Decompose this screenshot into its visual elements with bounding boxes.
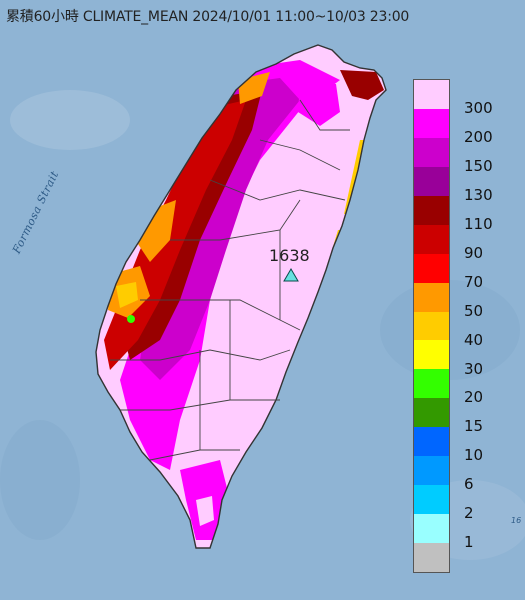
legend-swatch <box>414 311 449 341</box>
legend-tick-label: 150 <box>464 156 493 175</box>
legend-tick-label: 300 <box>464 98 493 117</box>
legend-tick-label: 15 <box>464 417 484 436</box>
legend-swatch <box>414 80 449 109</box>
legend-swatch <box>414 253 449 283</box>
legend-swatch <box>414 340 449 370</box>
legend-swatch <box>414 369 449 399</box>
legend-swatch <box>414 514 449 543</box>
legend-tick-label: 200 <box>464 127 493 146</box>
legend-tick-label: 1 <box>464 533 474 552</box>
legend-swatch <box>414 224 449 254</box>
legend-tick-label: 70 <box>464 272 484 291</box>
legend-swatch <box>414 108 449 138</box>
legend-swatch <box>414 427 449 457</box>
legend-swatch <box>414 195 449 225</box>
rainfall-legend <box>413 79 450 573</box>
county-borders <box>110 99 350 461</box>
legend-swatch <box>414 543 449 572</box>
legend-swatch <box>414 398 449 428</box>
legend-tick-label: 50 <box>464 301 484 320</box>
legend-swatch <box>414 166 449 196</box>
legend-tick-label: 10 <box>464 446 484 465</box>
legend-tick-label: 6 <box>464 475 474 494</box>
legend-tick-label: 130 <box>464 185 493 204</box>
legend-tick-label: 2 <box>464 504 474 523</box>
station-max-value: 1638 <box>269 246 310 265</box>
legend-tick-label: 20 <box>464 388 484 407</box>
legend-swatch <box>414 485 449 515</box>
triangle-marker-icon <box>283 268 299 282</box>
sea-tag: 16 <box>511 516 522 525</box>
map-title: 累積60小時 CLIMATE_MEAN 2024/10/01 11:00~10/… <box>6 9 410 25</box>
legend-swatch <box>414 456 449 486</box>
island-outline <box>95 44 387 549</box>
legend-tick-label: 90 <box>464 243 484 262</box>
legend-swatch <box>414 282 449 312</box>
legend-swatch <box>414 137 449 167</box>
legend-tick-label: 110 <box>464 214 493 233</box>
legend-tick-label: 40 <box>464 330 484 349</box>
legend-tick-label: 30 <box>464 359 484 378</box>
